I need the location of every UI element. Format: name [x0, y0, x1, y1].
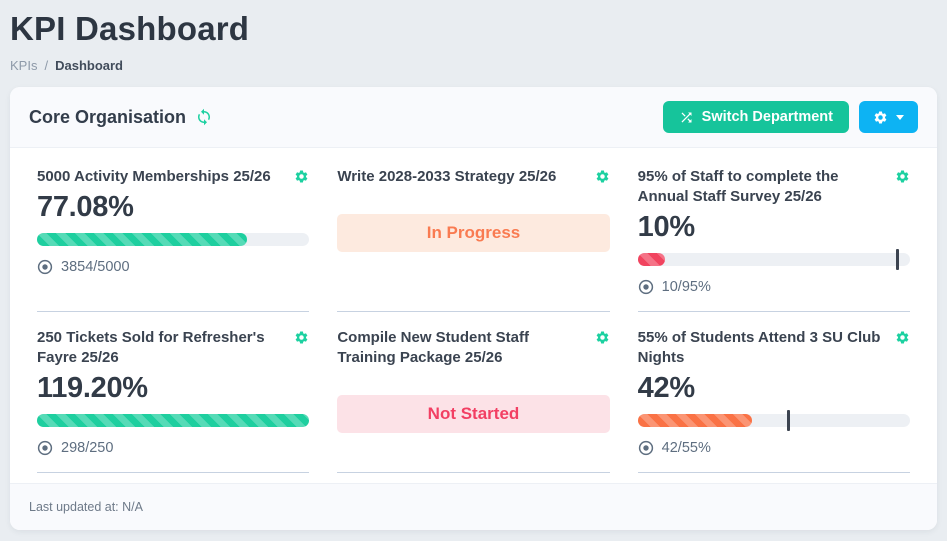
refresh-icon[interactable] [195, 108, 213, 126]
gear-icon [295, 170, 308, 183]
department-title: Core Organisation [29, 107, 213, 128]
kpi-tile: 55% of Students Attend 3 SU Club Nights … [637, 328, 910, 473]
tile-title: 5000 Activity Memberships 25/26 [37, 168, 271, 185]
tile-title: Write 2028-2033 Strategy 25/26 [337, 168, 557, 185]
tile-target-text: 10/95% [661, 278, 711, 295]
tile-progress [37, 413, 310, 427]
kpi-tile: Compile New Student Staff Training Packa… [337, 328, 610, 473]
gear-icon [873, 110, 888, 125]
tile-progress [637, 409, 910, 431]
tile-progress [37, 233, 310, 246]
header-actions: Switch Department [662, 101, 918, 133]
target-icon [37, 440, 53, 455]
tile-title: Compile New Student Staff Training Packa… [337, 329, 530, 366]
shuffle-icon [679, 110, 694, 125]
card-header: Core Organisation Switch Department [10, 87, 937, 148]
target-marker [896, 248, 900, 270]
kpi-tile: 250 Tickets Sold for Refresher's Fayre 2… [37, 328, 310, 473]
tile-gear-button[interactable] [895, 330, 910, 348]
tile-divider [37, 311, 310, 312]
progress-fill [637, 413, 753, 427]
breadcrumb: KPIs / Dashboard [10, 58, 937, 73]
tile-target: 10/95% [638, 279, 910, 295]
gear-icon [596, 170, 608, 183]
tile-status-badge: Not Started [337, 394, 610, 433]
tile-target-text: 42/55% [661, 439, 711, 456]
kpi-tile: 95% of Staff to complete the Annual Staf… [637, 167, 910, 312]
progress-fill [37, 233, 247, 246]
tile-progress [637, 248, 910, 270]
department-title-label: Core Organisation [29, 106, 187, 127]
tile-title: 250 Tickets Sold for Refresher's Fayre 2… [37, 329, 265, 366]
tile-gear-button[interactable] [294, 169, 309, 187]
gear-icon [596, 331, 608, 344]
tile-target: 42/55% [638, 440, 910, 456]
gear-icon [295, 331, 308, 344]
card-footer: Last updated at: N/A [10, 483, 937, 530]
tile-divider [37, 472, 310, 473]
chevron-down-icon [896, 114, 904, 120]
tile-value: 77.08% [37, 191, 134, 223]
tile-divider [637, 311, 910, 312]
tile-title: 55% of Students Attend 3 SU Club Nights [637, 329, 881, 366]
switch-department-label: Switch Department [701, 109, 833, 125]
gear-icon [896, 170, 909, 183]
tile-gear-button[interactable] [294, 330, 309, 348]
tile-gear-button[interactable] [595, 330, 610, 348]
breadcrumb-dashboard: Dashboard [55, 58, 123, 73]
progress-fill [37, 413, 310, 427]
target-icon [638, 440, 653, 455]
kpi-tile: 5000 Activity Memberships 25/26 77.08% 3 [37, 167, 310, 312]
tile-divider [637, 472, 910, 473]
progress-fill [637, 252, 665, 266]
tile-value: 42% [637, 371, 695, 404]
tile-target: 298/250 [37, 440, 309, 456]
tile-gear-button[interactable] [595, 169, 610, 187]
tile-value: 119.20% [37, 371, 148, 404]
kpi-grid: 5000 Activity Memberships 25/26 77.08% 3 [10, 148, 937, 473]
tile-target-text: 298/250 [61, 439, 114, 456]
target-marker [787, 409, 791, 431]
tile-divider [337, 472, 610, 473]
breadcrumb-separator: / [44, 58, 49, 73]
page-title: KPI Dashboard [10, 10, 250, 47]
gear-icon [896, 331, 909, 344]
tile-title: 95% of Staff to complete the Annual Staf… [637, 168, 839, 205]
settings-dropdown-button[interactable] [859, 101, 918, 133]
tile-gear-button[interactable] [895, 169, 910, 187]
kpi-tile: Write 2028-2033 Strategy 25/26 In Progre… [337, 167, 610, 312]
last-updated-text: Last updated at: N/A [29, 500, 143, 514]
tile-value: 10% [637, 210, 695, 243]
dashboard-card: Core Organisation Switch Department [10, 87, 937, 530]
tile-status-badge: In Progress [337, 214, 610, 252]
tile-target: 3854/5000 [37, 259, 309, 275]
tile-target-text: 3854/5000 [61, 259, 130, 275]
target-icon [638, 279, 653, 294]
breadcrumb-kpis[interactable]: KPIs [10, 58, 38, 73]
tile-divider [337, 311, 610, 312]
target-icon [37, 259, 53, 275]
switch-department-button[interactable]: Switch Department [662, 101, 849, 133]
